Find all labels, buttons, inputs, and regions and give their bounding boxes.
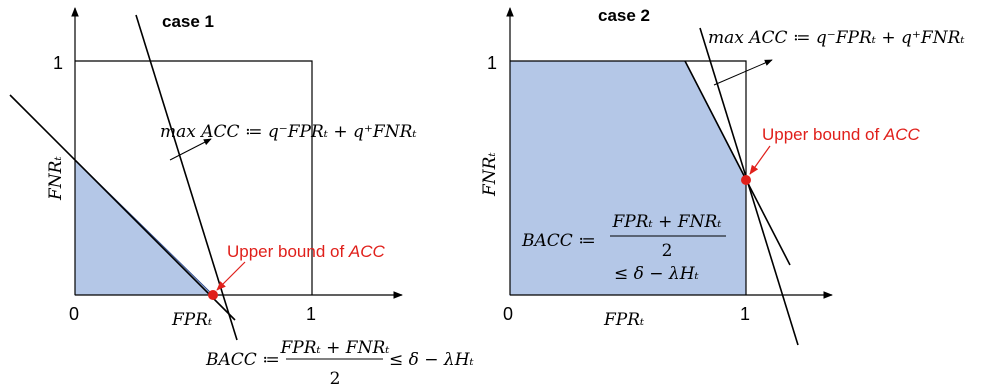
bacc-denominator: 2 <box>330 369 341 389</box>
upper-bound-prefix: Upper bound of <box>227 242 349 261</box>
panel-case-1: case 1 1 0 1 FPRₜ FNRₜ max ACC ≔ q⁻FPRₜ … <box>9 7 475 389</box>
x-tick-1: 1 <box>740 304 750 324</box>
x-axis-label: FPRₜ <box>603 310 645 330</box>
bacc-formula: BACC ≔ FPRₜ + FNRₜ 2 ≤ δ − λHₜ <box>521 212 726 284</box>
x-axis-label: FPRₜ <box>171 310 213 330</box>
bacc-rhs: ≤ δ − λHₜ <box>389 350 475 370</box>
gradient-arrow <box>713 59 773 86</box>
upper-bound-pointer <box>749 145 771 175</box>
objective-label: max ACC ≔ q⁻FPRₜ + q⁺FNRₜ <box>708 28 965 48</box>
x-tick-1: 1 <box>306 304 316 324</box>
y-tick-1: 1 <box>53 53 63 73</box>
upper-bound-var: ACC <box>348 242 386 261</box>
upper-bound-label: Upper bound of ACC <box>227 242 386 261</box>
upper-bound-point <box>208 290 218 300</box>
acc-objective-line <box>699 27 799 346</box>
panel-case-2: case 2 1 0 1 FPRₜ FNRₜ max ACC ≔ q⁻FPRₜ … <box>480 6 965 346</box>
objective-label: max ACC ≔ q⁻FPRₜ + q⁺FNRₜ <box>160 122 417 142</box>
upper-bound-var: ACC <box>883 125 921 144</box>
bacc-numerator: FPRₜ + FNRₜ <box>280 338 391 358</box>
bacc-formula: BACC ≔ FPRₜ + FNRₜ 2 ≤ δ − λHₜ <box>205 338 475 389</box>
bacc-numerator: FPRₜ + FNRₜ <box>612 212 723 232</box>
bacc-constraint-line <box>684 60 791 266</box>
panel-title: case 2 <box>598 6 650 25</box>
bacc-lhs: BACC ≔ <box>521 231 596 251</box>
bacc-rhs: ≤ δ − λHₜ <box>614 264 700 284</box>
y-tick-1: 1 <box>487 53 497 73</box>
bacc-denominator: 2 <box>662 241 673 261</box>
panel-title: case 1 <box>162 12 214 31</box>
bacc-constraint-line <box>9 94 236 321</box>
bacc-lhs: BACC ≔ <box>205 350 280 370</box>
upper-bound-label: Upper bound of ACC <box>762 125 921 144</box>
upper-bound-prefix: Upper bound of <box>762 125 884 144</box>
feasible-region <box>509 60 747 296</box>
upper-bound-point <box>741 175 751 185</box>
x-tick-0: 0 <box>503 304 513 324</box>
unit-square <box>510 60 747 295</box>
y-axis-label: FNRₜ <box>46 156 66 201</box>
y-axis-label: FNRₜ <box>480 152 500 197</box>
unit-square <box>75 60 313 295</box>
upper-bound-pointer <box>216 261 246 291</box>
x-tick-0: 0 <box>69 304 79 324</box>
gradient-arrow <box>169 138 212 161</box>
